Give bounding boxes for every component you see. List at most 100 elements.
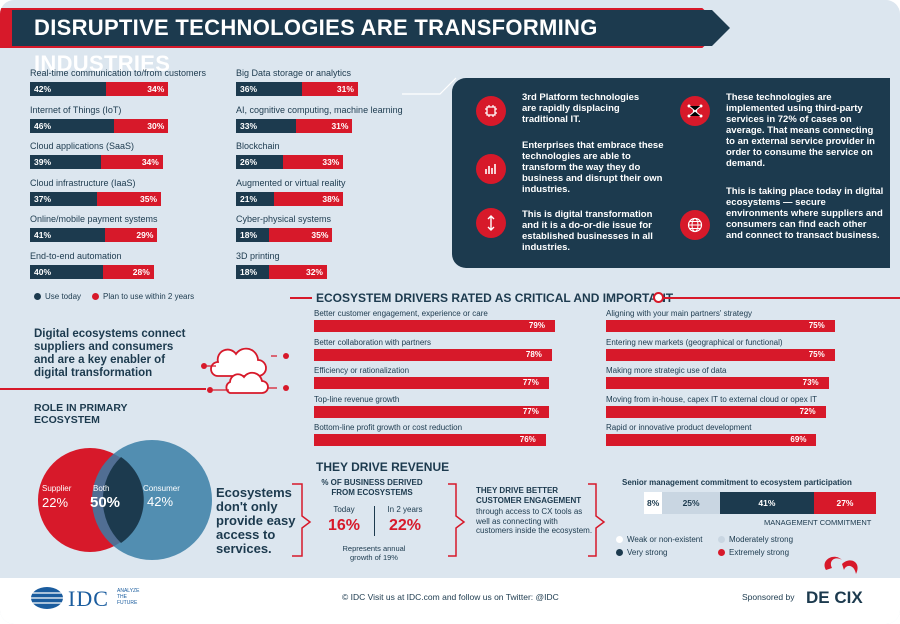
info-panel xyxy=(452,78,890,268)
driver-label: Entering new markets (geographical or fu… xyxy=(606,337,783,347)
drivers-title: ECOSYSTEM DRIVERS RATED AS CRITICAL AND … xyxy=(316,291,674,305)
legend-plan: Plan to use within 2 years xyxy=(92,292,194,301)
today-value: 16% xyxy=(327,517,361,534)
idc-tagline: ANALYZE THE FUTURE xyxy=(117,588,140,606)
use-today-bar: 37% xyxy=(30,191,98,206)
plan-bar: 34% xyxy=(100,155,163,169)
info-text-1: 3rd Platform technologies are rapidly di… xyxy=(522,92,640,125)
in-two-years-value: 22% xyxy=(388,517,422,534)
grey-dot-icon xyxy=(718,536,725,543)
tech-label: AI, cognitive computing, machine learnin… xyxy=(236,104,403,115)
tech-item: Cloud infrastructure (IaaS) 37% 35% xyxy=(30,178,230,208)
driver-label: Top-line revenue growth xyxy=(314,394,400,404)
use-today-bar: 33% xyxy=(236,118,297,133)
idc-globe-logo-icon xyxy=(31,587,63,609)
transform-arrows-icon xyxy=(476,208,506,238)
info-text-2: Enterprises that embrace these technolog… xyxy=(522,140,664,195)
tech-item: Cyber-physical systems 18% 35% xyxy=(236,214,436,244)
mgmt-segment: 8% xyxy=(644,492,663,514)
red-dot-icon xyxy=(718,549,725,556)
mgmt-legend-very: Very strong xyxy=(616,548,667,557)
drivers-title-marker xyxy=(653,292,664,303)
plan-bar: 28% xyxy=(102,264,154,279)
driver-bar: 76% xyxy=(314,434,546,446)
driver-item: Top-line revenue growth 77% xyxy=(314,395,574,419)
plan-bar: 35% xyxy=(97,191,162,206)
mgmt-axis-label: MANAGEMENT COMMITMENT xyxy=(764,518,872,527)
tech-bar-row: 36% 31% xyxy=(236,82,358,96)
tech-label: Augmented or virtual reality xyxy=(236,177,346,188)
supplier-label: Supplier xyxy=(42,484,72,493)
right-brace xyxy=(588,483,606,557)
plan-bar: 30% xyxy=(113,118,169,133)
tech-label: End-to-end automation xyxy=(30,250,122,261)
info-text-3: This is digital transformation and it is… xyxy=(522,209,653,253)
red-dot-icon xyxy=(92,293,99,300)
use-today-bar: 41% xyxy=(30,228,105,242)
tech-item: Big Data storage or analytics 36% 31% xyxy=(236,68,436,98)
tech-bar-row: 21% 38% xyxy=(236,191,344,206)
driver-label: Bottom-line profit growth or cost reduct… xyxy=(314,423,463,432)
tech-label: 3D printing xyxy=(236,250,280,261)
tech-item: Blockchain 26% 33% xyxy=(236,141,436,171)
driver-bar: 69% xyxy=(606,434,817,446)
plan-bar: 38% xyxy=(274,191,344,206)
driver-label: Better collaboration with partners xyxy=(314,337,431,347)
legend-use-today: Use today xyxy=(34,292,81,301)
tech-bar-row: 46% 30% xyxy=(30,118,169,133)
mgmt-title: Senior management commitment to ecosyste… xyxy=(622,478,852,487)
tech-label: Cyber-physical systems xyxy=(236,214,332,224)
tech-label: Blockchain xyxy=(236,141,280,151)
ecosystem-statement: Digital ecosystems connect suppliers and… xyxy=(34,328,186,379)
consumer-value: 42% xyxy=(147,494,174,509)
role-venn-diagram xyxy=(38,440,212,560)
idc-logo[interactable]: IDC xyxy=(68,586,109,611)
left-brace xyxy=(292,483,312,557)
driver-bar: 77% xyxy=(314,405,549,418)
tech-label: Internet of Things (IoT) xyxy=(30,104,122,115)
driver-bar: 79% xyxy=(314,320,555,332)
tech-label: Cloud infrastructure (IaaS) xyxy=(30,177,136,188)
chart-icon xyxy=(476,154,506,184)
sponsor-logo[interactable]: DE CIX xyxy=(806,588,863,607)
plan-bar: 29% xyxy=(104,228,158,242)
middle-brace xyxy=(448,483,466,557)
driver-item: Better collaboration with partners 78% xyxy=(314,338,574,362)
tech-item: Internet of Things (IoT) 46% 30% xyxy=(30,105,230,135)
use-today-bar: 42% xyxy=(30,82,107,96)
page-title: DISRUPTIVE TECHNOLOGIES ARE TRANSFORMING… xyxy=(12,10,730,76)
tech-item: Cloud applications (SaaS) 39% 34% xyxy=(30,141,230,171)
mgmt-segment: 25% xyxy=(662,492,720,514)
driver-bar: 75% xyxy=(606,320,835,332)
revenue-pct-title: % OF BUSINESS DERIVED FROM ECOSYSTEMS xyxy=(321,478,423,497)
footer: IDC ANALYZE THE FUTURE © IDC Visit us at… xyxy=(0,556,900,624)
driver-item: Bottom-line profit growth or cost reduct… xyxy=(314,423,574,447)
chip-icon xyxy=(476,96,506,126)
tech-item: Real-time communication to/from customer… xyxy=(30,68,230,98)
plan-bar: 32% xyxy=(268,264,327,279)
use-today-bar: 26% xyxy=(236,155,284,169)
driver-label: Efficiency or rationalization xyxy=(314,366,410,375)
decix-logo-icon xyxy=(824,556,858,574)
tech-bar-row: 41% 29% xyxy=(30,228,158,242)
use-today-bar: 46% xyxy=(30,118,114,133)
both-label: Both xyxy=(93,484,110,493)
tech-bar-row: 26% 33% xyxy=(236,155,344,169)
both-value: 50% xyxy=(90,494,121,511)
plan-bar: 31% xyxy=(296,118,353,133)
driver-item: Efficiency or rationalization 77% xyxy=(314,366,574,390)
driver-label: Making more strategic use of data xyxy=(606,366,727,375)
drivers-title-line-left xyxy=(290,297,312,299)
tech-item: End-to-end automation 40% 28% xyxy=(30,251,230,281)
driver-label: Moving from in-house, capex IT to extern… xyxy=(606,394,818,404)
driver-bar: 77% xyxy=(314,377,549,389)
plan-bar: 31% xyxy=(301,82,358,96)
eco-line xyxy=(0,388,206,390)
globe-icon xyxy=(680,210,710,240)
tech-label: Big Data storage or analytics xyxy=(236,68,352,78)
tech-item: Augmented or virtual reality 21% 38% xyxy=(236,178,436,208)
tech-bar-row: 33% 31% xyxy=(236,118,353,133)
tech-bar-row: 37% 35% xyxy=(30,191,162,206)
plan-bar: 34% xyxy=(106,82,169,96)
tech-label: Online/mobile payment systems xyxy=(30,214,158,224)
